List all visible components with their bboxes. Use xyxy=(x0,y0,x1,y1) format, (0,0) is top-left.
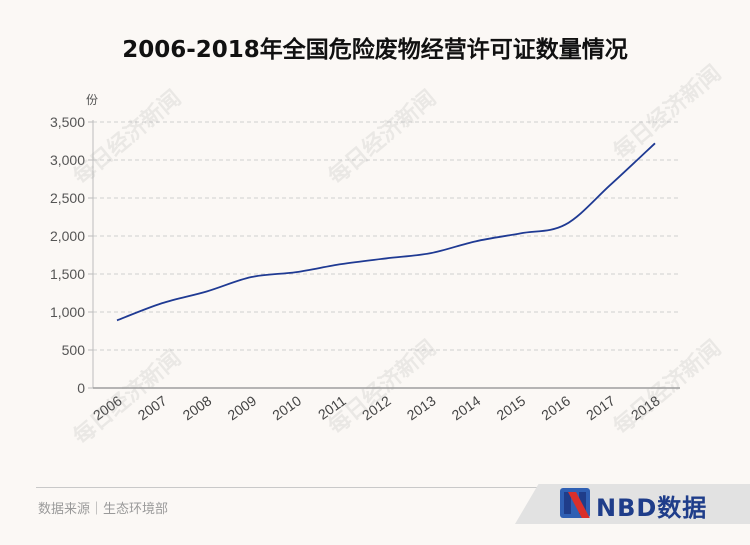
y-tick-label: 0 xyxy=(77,380,85,396)
y-axis-unit: 份 xyxy=(86,93,98,107)
y-tick-label: 2,000 xyxy=(50,228,85,244)
chart-title: 2006-2018年全国危险废物经营许可证数量情况 xyxy=(122,37,628,63)
x-tick-label: 2009 xyxy=(225,392,260,423)
footer-divider xyxy=(36,487,716,488)
y-tick-label: 1,000 xyxy=(50,304,85,320)
gridlines xyxy=(93,121,680,351)
x-tick-label: 2015 xyxy=(494,392,529,423)
y-tick-label: 1,500 xyxy=(50,266,85,282)
brand-name: NBD数据 xyxy=(596,494,708,522)
x-tick-label: 2013 xyxy=(404,392,439,423)
x-tick-label: 2008 xyxy=(180,392,215,423)
y-tick-label: 3,000 xyxy=(50,152,85,168)
brand-band xyxy=(515,484,750,524)
series-line xyxy=(116,142,656,322)
x-tick-label: 2014 xyxy=(449,392,484,423)
x-tick-label: 2010 xyxy=(269,392,304,423)
y-tick-label: 2,500 xyxy=(50,190,85,206)
nbd-logo-icon xyxy=(560,488,590,518)
y-tick-label: 3,500 xyxy=(50,114,85,130)
data-points xyxy=(116,143,656,321)
x-tick-label: 2016 xyxy=(538,392,573,423)
y-axis-ticks: 0 500 1,000 1,500 2,000 2,500 3,000 3,500 xyxy=(50,114,93,396)
y-tick-label: 500 xyxy=(62,342,86,358)
data-source: 数据来源｜生态环境部 xyxy=(38,501,169,516)
